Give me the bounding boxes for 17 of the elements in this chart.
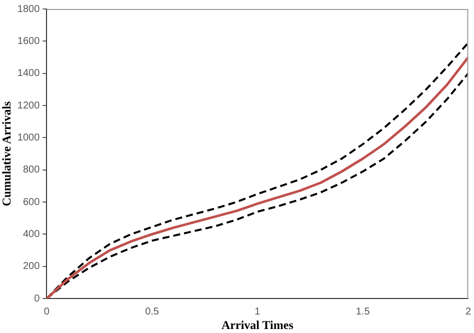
y-tick-label: 1600 <box>17 36 40 47</box>
x-tick-label: 1.5 <box>356 306 370 318</box>
y-tick-label: 600 <box>22 196 40 208</box>
x-tick-label: 1 <box>254 306 261 318</box>
y-axis-title: Cumulative Arrivals <box>0 100 14 206</box>
y-tick-label: 800 <box>22 164 40 176</box>
x-axis-title: Arrival Times <box>221 318 294 332</box>
x-tick-label: 0.5 <box>145 306 160 318</box>
y-tick-label: 1800 <box>17 4 40 15</box>
y-tick-label: 400 <box>22 228 40 240</box>
x-tick-label: 2 <box>465 306 472 318</box>
y-tick-label: 0 <box>34 293 40 304</box>
y-tick-label: 200 <box>22 261 40 272</box>
y-tick-label: 1200 <box>17 100 40 112</box>
y-tick-label: 1000 <box>17 132 40 144</box>
y-tick-label: 1400 <box>17 68 40 80</box>
x-tick-label: 0 <box>44 306 50 318</box>
